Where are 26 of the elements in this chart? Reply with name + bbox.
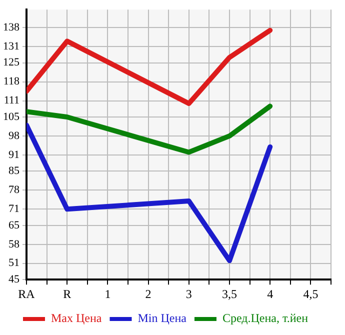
y-tick-label: 45 xyxy=(8,273,20,286)
x-tick-label: 4,5 xyxy=(303,286,318,301)
y-tick-label: 85 xyxy=(8,165,20,178)
y-tick-label: 78 xyxy=(8,184,20,196)
y-tick-label: 105 xyxy=(3,110,20,123)
y-tick-label: 91 xyxy=(8,148,20,161)
x-tick-label: 1 xyxy=(104,286,111,301)
y-tick-label: 118 xyxy=(3,76,20,88)
legend-label: Max Цена xyxy=(50,311,102,326)
y-tick-label: 111 xyxy=(4,94,20,107)
legend-label: Min Цена xyxy=(138,311,188,326)
legend-label: Сред.Цена, т.йен xyxy=(222,311,309,326)
x-tick-label: R xyxy=(63,286,72,301)
y-tick-label: 138 xyxy=(3,21,20,34)
y-tick-label: 131 xyxy=(3,40,20,52)
y-tick-label: 58 xyxy=(8,238,20,250)
y-tick-label: 51 xyxy=(8,257,20,270)
x-tick-label: 3,5 xyxy=(222,286,237,301)
y-tick-label: 125 xyxy=(3,56,20,69)
x-tick-label: 3 xyxy=(186,286,192,301)
y-tick-label: 98 xyxy=(8,130,20,142)
x-tick-label: 2 xyxy=(145,286,152,301)
x-tick-label: RA xyxy=(18,286,36,301)
y-tick-label: 65 xyxy=(8,219,20,232)
x-tick-label: 4 xyxy=(267,286,274,301)
y-tick-label: 71 xyxy=(8,203,20,216)
